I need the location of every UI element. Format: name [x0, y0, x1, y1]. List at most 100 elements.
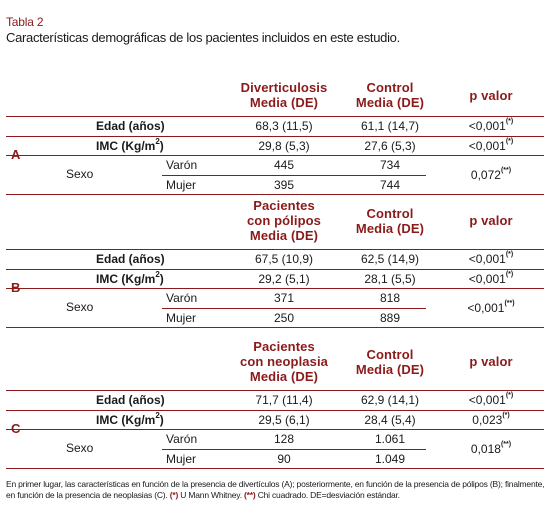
imc-label-end: ): [159, 138, 164, 153]
cell-varon-control: 1.061: [374, 432, 406, 446]
section-b-header-group: Pacientes con pólipos Media (DE): [224, 198, 344, 243]
pvalue-text: <0,001: [468, 252, 506, 266]
cell-imc-group: 29,8 (5,3): [258, 138, 310, 153]
cell-edad-pvalue: <0,001(*): [446, 392, 536, 407]
cell-imc-pvalue: 0,023(*): [446, 412, 536, 427]
row-sublabel-varon: Varón: [166, 291, 198, 305]
group-header-line: Diverticulosis: [240, 80, 328, 95]
row-rule-edad: [6, 135, 544, 137]
row-label-edad: Edad (años): [96, 393, 165, 407]
imc-label-text: IMC (Kg/m: [96, 271, 156, 286]
footnote-text-2: U Mann Whitney.: [180, 490, 242, 500]
row-rule-edad: [6, 409, 544, 411]
pvalue-text: <0,001: [468, 119, 506, 133]
imc-label-text: IMC (Kg/m: [96, 138, 156, 153]
cell-imc-group: 29,5 (6,1): [258, 412, 310, 427]
imc-label-sup: 2: [155, 269, 160, 279]
footnote-text-3: Chi cuadrado. DE=desviación estándar.: [257, 490, 400, 500]
pvalue-mark: (*): [505, 270, 514, 278]
section-b-header-control: Control Media (DE): [330, 206, 450, 236]
cell-edad-pvalue: <0,001(*): [446, 118, 536, 133]
cell-edad-group: 67,5 (10,9): [254, 252, 314, 266]
pvalue-text: 0,072: [470, 167, 501, 182]
section-c-header-control: Control Media (DE): [330, 347, 450, 377]
section-b-bottom-rule: [6, 327, 544, 329]
pvalue-text: <0,001: [468, 138, 506, 153]
cell-mujer-control: 889: [379, 310, 401, 325]
pvalue-mark: (**): [500, 166, 512, 174]
row-sublabel-mujer: Mujer: [166, 310, 197, 325]
section-a-header-control: Control Media (DE): [330, 80, 450, 110]
cell-imc-group: 29,2 (5,1): [258, 271, 310, 286]
row-rule-varon: [162, 307, 426, 309]
row-rule-imc: [6, 429, 544, 431]
cell-mujer-control: 744: [379, 177, 401, 192]
row-sublabel-mujer: Mujer: [166, 177, 197, 192]
section-a-header-group: Diverticulosis Media (DE): [224, 80, 344, 110]
section-a-bottom-rule: [6, 194, 544, 196]
row-sublabel-varon: Varón: [166, 432, 198, 446]
cell-varon-control: 734: [379, 158, 401, 172]
pvalue-text: <0,001: [468, 393, 506, 407]
imc-label-end: ): [159, 412, 164, 427]
row-rule-imc: [6, 155, 544, 157]
cell-mujer-control: 1.049: [374, 451, 406, 466]
imc-label-text: IMC (Kg/m: [96, 412, 156, 427]
pvalue-text: 0,018: [470, 441, 501, 456]
cell-mujer-group: 395: [273, 177, 295, 192]
control-header-line: Media (DE): [355, 95, 425, 110]
row-label-edad: Edad (años): [96, 119, 165, 133]
row-sublabel-mujer: Mujer: [166, 451, 197, 466]
section-c-bottom-rule: [6, 468, 544, 470]
cell-imc-control: 27,6 (5,3): [364, 138, 416, 153]
pvalue-text: <0,001: [467, 300, 505, 315]
pvalue-mark: (**): [504, 299, 515, 307]
section-letter-c: C: [11, 421, 21, 436]
row-rule-imc: [6, 288, 544, 290]
group-header-line: Pacientes: [253, 198, 315, 213]
section-c-top-rule: [6, 390, 544, 392]
cell-varon-group: 445: [273, 158, 295, 172]
section-a-top-rule: [6, 116, 544, 118]
cell-sexo-pvalue: 0,018(**): [446, 440, 536, 456]
pvalue-mark: (**): [500, 440, 512, 448]
row-rule-varon: [162, 174, 426, 176]
group-header-line: con neoplasia: [240, 354, 328, 369]
row-label-imc: IMC (Kg/m2): [96, 410, 164, 427]
pvalue-text: <0,001: [468, 271, 506, 286]
section-c-header-pvalue: p valor: [469, 354, 513, 369]
row-label-sexo: Sexo: [66, 166, 94, 181]
control-header-line: Media (DE): [355, 220, 425, 236]
control-header-line: Media (DE): [355, 361, 425, 377]
table-title: Características demográficas de los paci…: [6, 30, 400, 45]
cell-imc-pvalue: <0,001(*): [446, 270, 536, 286]
cell-mujer-group: 250: [273, 310, 295, 325]
imc-label-sup: 2: [155, 410, 160, 420]
row-sublabel-varon: Varón: [166, 158, 198, 172]
row-rule-edad: [6, 268, 544, 270]
cell-edad-group: 68,3 (11,5): [255, 119, 313, 133]
control-header-line: Control: [366, 346, 414, 362]
pvalue-mark: (*): [505, 251, 514, 258]
section-b-header-pvalue: p valor: [469, 213, 513, 228]
cell-imc-control: 28,1 (5,5): [364, 271, 416, 286]
section-c-header-group: Pacientes con neoplasia Media (DE): [224, 339, 344, 384]
pvalue-mark: (*): [505, 118, 514, 125]
cell-imc-control: 28,4 (5,4): [364, 412, 416, 427]
control-header-line: Control: [366, 205, 414, 221]
cell-sexo-pvalue: 0,072(**): [446, 166, 536, 182]
pvalue-mark: (*): [505, 137, 514, 145]
cell-edad-control: 61,1 (14,7): [360, 119, 420, 133]
section-a-header-pvalue: p valor: [469, 87, 513, 103]
pvalue-text: 0,023: [472, 412, 503, 427]
group-header-line: Media (DE): [249, 228, 319, 243]
cell-edad-pvalue: <0,001(*): [446, 251, 536, 266]
table-label: Tabla 2: [6, 15, 44, 29]
cell-varon-control: 818: [379, 291, 401, 305]
cell-edad-control: 62,5 (14,9): [360, 252, 420, 266]
section-letter-b: B: [11, 280, 21, 295]
imc-label-end: ): [159, 271, 164, 286]
cell-edad-group: 71,7 (11,4): [255, 393, 313, 407]
cell-imc-pvalue: <0,001(*): [446, 137, 536, 153]
group-header-line: Media (DE): [249, 95, 319, 110]
